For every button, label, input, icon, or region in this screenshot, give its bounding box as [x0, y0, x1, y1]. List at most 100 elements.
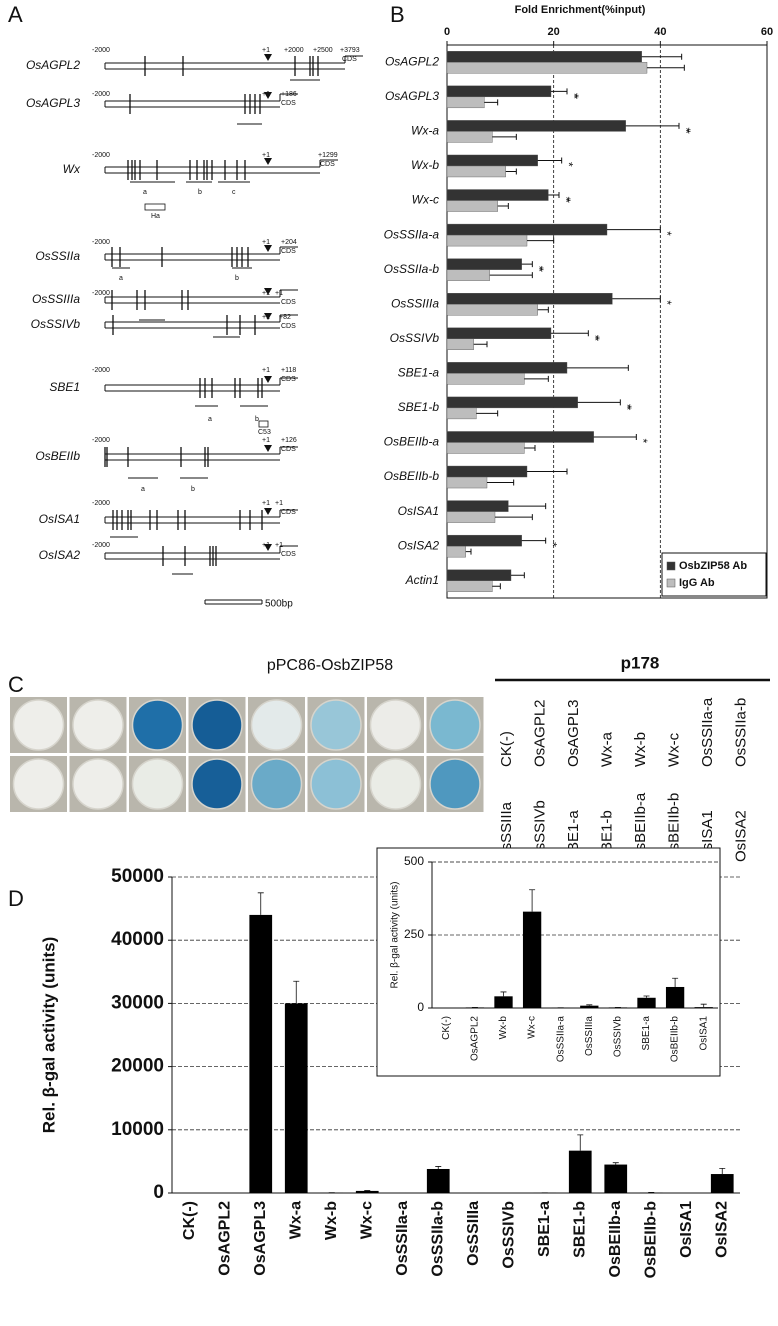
bar: [446, 362, 568, 374]
bar: [446, 131, 493, 143]
gene-label: +1: [262, 500, 270, 507]
y-axis-title: Rel. β-gal activity (units): [390, 882, 401, 989]
significance: *: [660, 300, 674, 305]
significance: **: [532, 266, 546, 273]
gene-label: CDS: [342, 56, 357, 63]
error-bar: [492, 133, 517, 140]
gene-name: OsISA2: [39, 548, 81, 562]
bar: [446, 200, 498, 212]
error-bar: [435, 1166, 442, 1169]
construct-label: OsAGPL2: [531, 699, 548, 767]
bar: [446, 258, 522, 270]
significance: **: [588, 335, 602, 342]
significance: *: [545, 542, 559, 547]
error-bar: [524, 375, 549, 382]
error-bar: [524, 444, 536, 451]
bar: [446, 500, 509, 512]
gene-label: c: [232, 189, 236, 196]
gene-label: +2500: [313, 47, 333, 54]
gene-label: +1: [262, 367, 270, 374]
error-bar: [484, 99, 499, 106]
error-bar: [551, 88, 568, 95]
category-label: OsISA1: [398, 504, 439, 518]
bar: [694, 1007, 713, 1008]
gene-label: -2000: [92, 47, 110, 54]
tss-marker: [264, 508, 272, 515]
category-label: Wx-a: [411, 124, 439, 138]
gene-label: CDS: [281, 100, 296, 107]
gene-label: a: [143, 189, 147, 196]
x-tick-label: OsISA1: [678, 1201, 695, 1258]
gene-label: +1: [262, 152, 270, 159]
error-bar: [625, 122, 680, 129]
construct-label: OsBEIIb-a: [632, 792, 649, 862]
bar: [568, 1150, 592, 1193]
x-tick-label: 0: [444, 26, 450, 38]
error-bar: [700, 1003, 707, 1008]
well: [369, 699, 422, 751]
gene-label: +3793: [340, 47, 360, 54]
probe-box: [144, 203, 166, 211]
legend-box: [661, 552, 767, 597]
panel-title: pPC86-OsbZIP58: [267, 657, 393, 674]
bar: [446, 396, 578, 409]
x-tick-label: OsSSIVb: [500, 1201, 517, 1269]
error-bar: [577, 1134, 584, 1151]
error-bar: [511, 572, 525, 579]
error-bar: [612, 295, 661, 302]
bar: [446, 293, 613, 305]
error-bar: [500, 991, 507, 997]
well: [72, 699, 124, 751]
tss-marker: [264, 245, 272, 252]
bar: [446, 580, 493, 592]
bar: [446, 269, 490, 281]
x-tick-label: OsAGPL2: [470, 1016, 481, 1061]
gene-label: +1: [262, 437, 270, 444]
error-bar: [586, 1004, 593, 1006]
x-tick-label: OsBEIIb-b: [642, 1201, 659, 1279]
bar: [446, 304, 538, 316]
error-bar: [521, 537, 547, 544]
gene-label: CDS: [281, 376, 296, 383]
gene-label: +1: [262, 91, 270, 98]
legend-label: IgG Ab: [679, 577, 715, 589]
bar: [665, 986, 685, 1008]
significance: *: [561, 162, 575, 167]
error-bar: [672, 977, 679, 987]
significance: *: [636, 438, 650, 443]
gene-label: b: [198, 189, 202, 196]
bar: [494, 996, 513, 1008]
gene-name: OsAGPL3: [26, 96, 80, 110]
category-label: SBE1-a: [398, 366, 440, 380]
bar: [249, 914, 273, 1193]
construct-label: Wx-c: [665, 732, 682, 767]
gene-label: CDS: [281, 323, 296, 330]
chart-title: Fold Enrichment(%input): [515, 4, 646, 16]
category-label: OsSSIIIa: [391, 296, 439, 310]
gene-label: CDS: [281, 248, 296, 255]
bar: [446, 338, 474, 350]
category-label: SBE1-b: [398, 400, 440, 414]
y-tick-label: 500: [404, 854, 424, 868]
category-label: OsAGPL2: [385, 54, 439, 68]
well: [310, 699, 362, 751]
well: [250, 758, 303, 810]
gene-label: +82: [279, 314, 291, 321]
bar: [446, 154, 538, 167]
x-tick-label: 60: [761, 26, 773, 38]
significance: **: [567, 93, 581, 100]
error-bar: [487, 479, 515, 486]
bar: [446, 51, 642, 63]
error-bar: [567, 364, 629, 371]
well: [369, 758, 422, 810]
gene-name: OsBEIIb: [35, 449, 80, 463]
category-label: OsSSIVb: [390, 331, 440, 345]
x-tick-label: Wx-b: [498, 1016, 509, 1040]
probe-box: [258, 420, 269, 428]
well: [250, 699, 303, 751]
error-bar: [527, 468, 568, 475]
gene-label: b: [191, 486, 195, 493]
well: [429, 758, 481, 810]
bar: [446, 431, 594, 443]
